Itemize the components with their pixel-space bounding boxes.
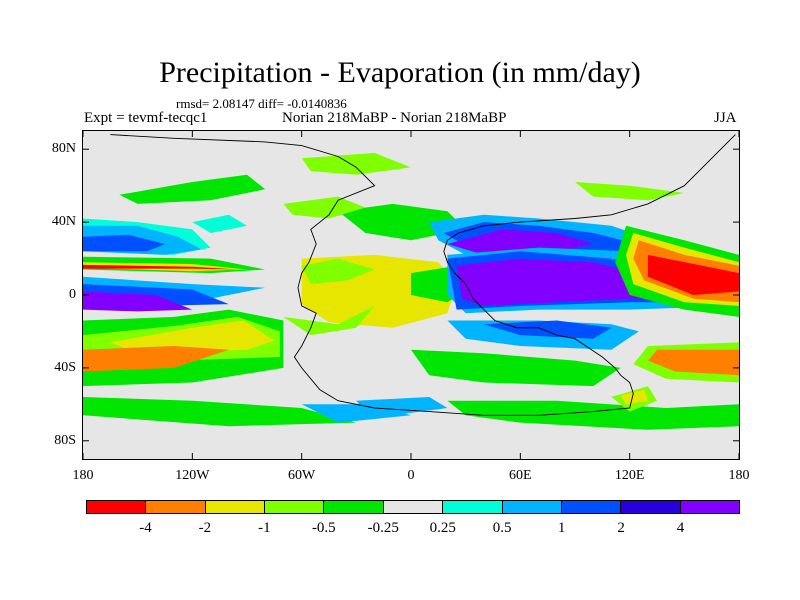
y-tick-label: 80N xyxy=(51,141,76,157)
contour-region-34 xyxy=(411,349,621,387)
colorbar-swatch-1 xyxy=(146,501,206,513)
colorbar xyxy=(86,500,740,514)
contour-region-2 xyxy=(83,234,165,252)
y-tick-label: 80S xyxy=(54,432,76,448)
x-tick-label: 60W xyxy=(288,468,316,483)
contour-region-39 xyxy=(620,389,648,405)
colorbar-level-label: -0.5 xyxy=(311,520,336,536)
colorbar-level-label: 2 xyxy=(617,520,625,536)
colorbar-swatch-10 xyxy=(680,501,739,513)
colorbar-swatch-5 xyxy=(383,501,444,513)
contour-region-13 xyxy=(83,397,357,427)
contour-region-5 xyxy=(83,264,238,270)
contour-region-36 xyxy=(647,349,739,376)
colorbar-swatch-6 xyxy=(443,501,503,513)
x-tick-label: 120W xyxy=(175,468,210,483)
colorbar-swatch-8 xyxy=(561,501,622,513)
colorbar-level-label: 0.25 xyxy=(429,520,456,536)
contour-region-37 xyxy=(447,400,739,430)
x-tick-label: 180 xyxy=(728,468,750,483)
colorbar-level-label: -1 xyxy=(258,520,271,536)
y-tick-label: 0 xyxy=(69,287,76,302)
contour-region-11 xyxy=(110,320,275,354)
colorbar-level-label: 0.5 xyxy=(492,520,512,536)
cases-label: Norian 218MaBP - Norian 218MaBP xyxy=(282,110,507,126)
contour-region-12 xyxy=(83,346,229,372)
map-svg xyxy=(83,131,739,459)
contour-region-20 xyxy=(283,305,375,336)
map-plot-area xyxy=(82,130,740,460)
x-tick-label: 0 xyxy=(407,468,415,483)
colorbar-swatch-0 xyxy=(87,501,147,513)
colorbar-swatch-3 xyxy=(265,501,325,513)
colorbar-swatch-2 xyxy=(205,501,266,513)
chart-title: Precipitation - Evaporation (in mm/day) xyxy=(159,56,641,89)
contour-region-31 xyxy=(647,254,739,295)
stats-line: rmsd= 2.08147 diff= -0.0140836 xyxy=(176,96,347,111)
contour-region-15 xyxy=(119,174,266,204)
colorbar-swatch-9 xyxy=(621,501,681,513)
experiment-label: Expt = tevmf-tecqc1 xyxy=(84,110,208,126)
contour-region-40 xyxy=(356,397,448,416)
colorbar-swatch-7 xyxy=(502,501,562,513)
colorbar-level-label: -0.25 xyxy=(367,520,399,536)
colorbar-level-label: -4 xyxy=(139,520,152,536)
x-tick-label: 60E xyxy=(509,468,532,483)
y-tick-label: 40S xyxy=(54,359,76,375)
colorbar-swatch-4 xyxy=(324,501,384,513)
season-label: JJA xyxy=(714,110,737,126)
contour-region-41 xyxy=(575,182,685,201)
contour-region-16 xyxy=(301,152,411,175)
coastline-0 xyxy=(110,134,736,416)
contour-region-8 xyxy=(83,291,193,312)
x-tick-label: 120E xyxy=(614,468,645,483)
y-tick-label: 40N xyxy=(51,214,76,230)
colorbar-level-label: 4 xyxy=(676,520,685,536)
contour-region-42 xyxy=(192,214,247,233)
contour-region-43 xyxy=(283,196,366,219)
x-tick-label: 180 xyxy=(72,468,94,483)
contour-region-19 xyxy=(301,258,375,285)
contour-region-33 xyxy=(483,320,612,339)
colorbar-level-label: 1 xyxy=(557,520,566,536)
colorbar-level-label: -2 xyxy=(198,520,212,536)
